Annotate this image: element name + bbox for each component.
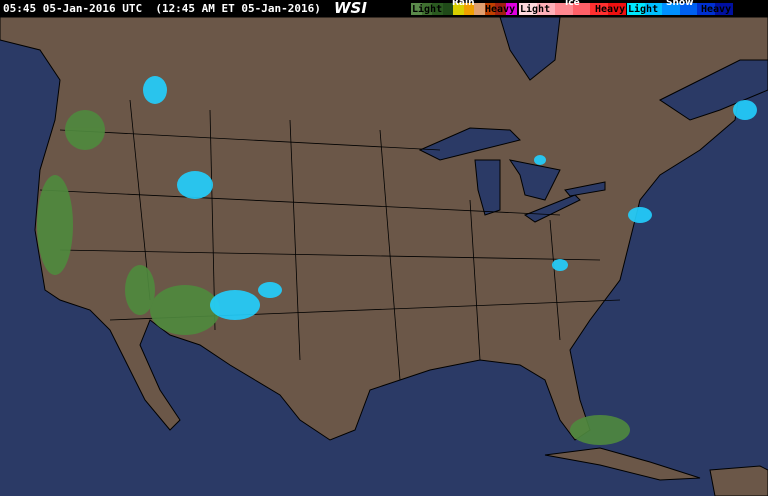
- ice-legend-title: Ice: [565, 0, 580, 8]
- snow-legend-swatch: [679, 3, 698, 15]
- rain-legend-swatch: [421, 3, 433, 15]
- snow-light-label: Light: [628, 4, 659, 15]
- rain-light-label: Light: [412, 4, 443, 15]
- snow-heavy-label: Heavy: [701, 4, 732, 15]
- ice-light-label: Light: [520, 4, 551, 15]
- rain-legend-swatch: [484, 3, 496, 15]
- hudson-bay-inlet: [499, 17, 561, 81]
- lake-erie: [523, 194, 581, 223]
- rain-legend-swatch: [495, 3, 506, 15]
- state-borders: [39, 99, 621, 381]
- snow-legend-title: Snow: [666, 0, 694, 8]
- ice-legend-swatch: [572, 3, 591, 15]
- lake-huron: [508, 159, 561, 201]
- rain-legend-swatch: [432, 3, 443, 15]
- rain-legend-swatch: [411, 3, 422, 15]
- lake-ontario: [564, 181, 606, 197]
- snow-legend-swatch: [697, 3, 715, 15]
- gulf-st-lawrence: [659, 59, 768, 121]
- ice-heavy-label: Heavy: [595, 4, 626, 15]
- lake-superior: [418, 127, 521, 161]
- snow-legend-swatch: [627, 3, 645, 15]
- header-bar: 05:45 05-Jan-2016 UTC (12:45 AM ET 05-Ja…: [0, 0, 768, 17]
- rain-legend-swatch: [442, 3, 454, 15]
- rain-legend-swatch: [474, 3, 485, 15]
- rain-echoes: [37, 110, 630, 445]
- ice-legend-swatch: [608, 3, 627, 15]
- ice-legend-swatch: [536, 3, 556, 15]
- snow-echoes: [143, 76, 757, 320]
- snow-legend-swatch: [714, 3, 733, 15]
- rain-legend-swatch: [463, 3, 475, 15]
- snow-legend-swatch: [662, 3, 680, 15]
- lake-michigan: [474, 159, 501, 216]
- wsi-logo: WSI: [334, 0, 367, 17]
- land-north-america: [0, 17, 768, 441]
- map-canvas: [0, 17, 768, 496]
- ice-legend-swatch: [554, 3, 573, 15]
- timestamp-title: 05:45 05-Jan-2016 UTC (12:45 AM ET 05-Ja…: [3, 2, 321, 15]
- snow-legend-swatch: [644, 3, 663, 15]
- land-cuba: [544, 447, 701, 481]
- ice-legend-swatch: [590, 3, 609, 15]
- rain-legend-swatch: [505, 3, 517, 15]
- rain-legend-swatch: [453, 3, 464, 15]
- rain-legend-title: Rain: [452, 0, 475, 8]
- rain-heavy-label: Heavy: [485, 4, 516, 15]
- ice-legend-swatch: [519, 3, 538, 15]
- land-hispaniola: [709, 465, 768, 496]
